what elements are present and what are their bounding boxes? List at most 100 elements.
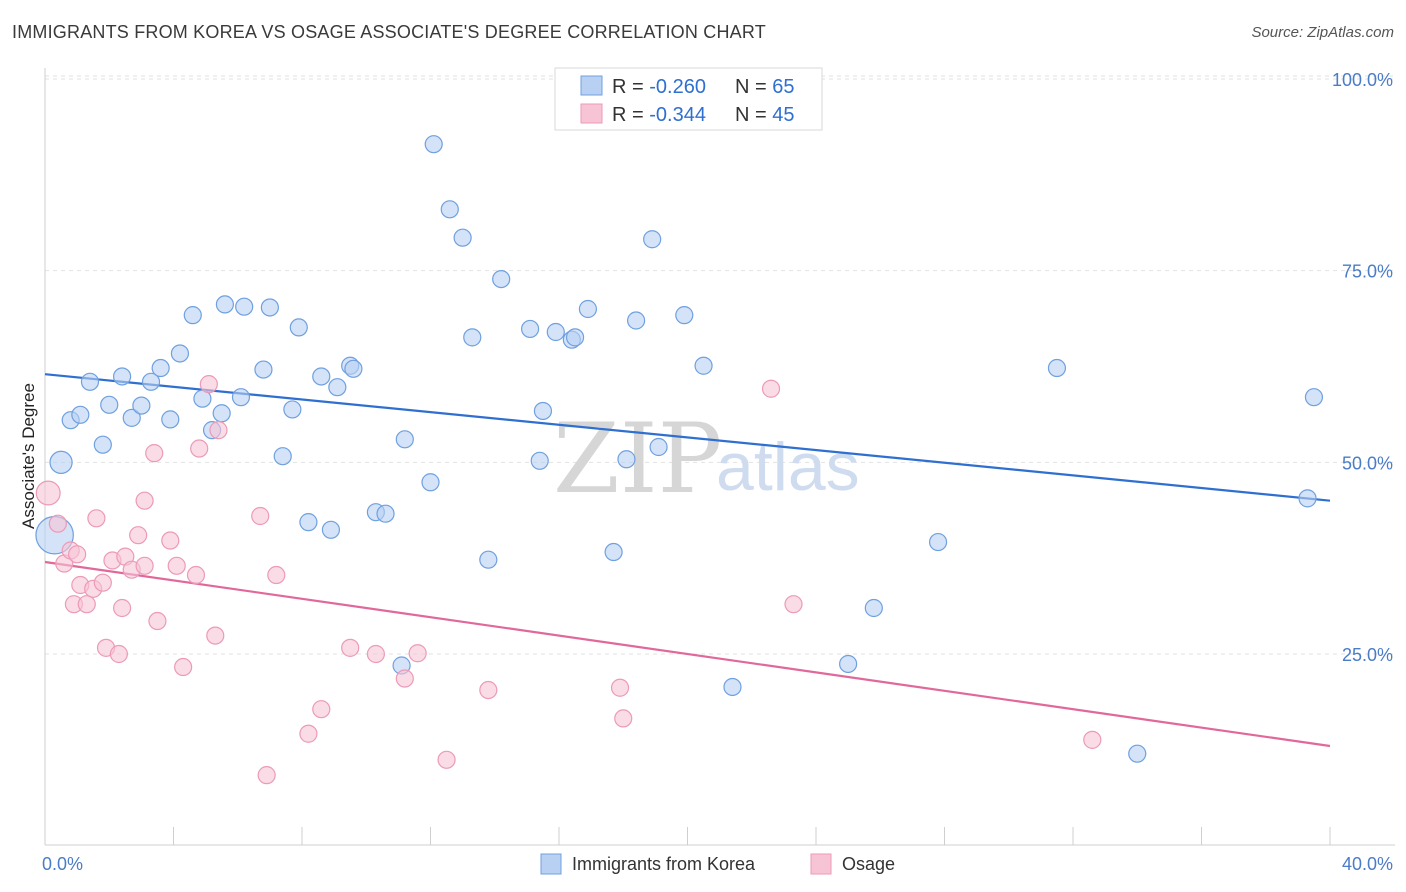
point-korea-52 — [626, 311, 646, 330]
point-korea-24 — [283, 400, 302, 419]
point-korea-57 — [723, 677, 742, 697]
point-osage-25 — [186, 565, 206, 585]
point-korea-34 — [395, 430, 414, 449]
legend-n-value-osage: 45 — [772, 104, 794, 126]
series-legend-swatch-osage — [810, 853, 832, 875]
point-korea-31 — [344, 359, 363, 378]
point-korea-7 — [112, 367, 132, 386]
point-korea-46 — [546, 322, 565, 342]
point-osage-44 — [784, 595, 803, 614]
point-korea-41 — [479, 550, 498, 569]
point-korea-5 — [93, 435, 112, 454]
data-points — [35, 135, 1324, 785]
legend-r-value-osage: -0.344 — [649, 104, 706, 126]
point-korea-53 — [643, 230, 662, 249]
point-osage-37 — [395, 669, 414, 688]
x-tick-label-right: 40.0% — [1342, 854, 1393, 874]
point-korea-49 — [578, 299, 598, 319]
point-osage-22 — [161, 531, 180, 550]
point-osage-9 — [87, 509, 106, 528]
y-tick-label-100: 100.0% — [1332, 70, 1393, 90]
chart-source: Source: ZipAtlas.com — [1251, 24, 1394, 41]
point-korea-3 — [71, 405, 90, 424]
point-korea-62 — [1128, 744, 1147, 763]
point-osage-42 — [614, 709, 633, 728]
trend-line-osage — [44, 560, 1331, 748]
point-korea-64 — [1304, 388, 1324, 407]
point-osage-34 — [312, 700, 331, 719]
point-osage-33 — [299, 724, 318, 743]
watermark: ZIP atlas — [553, 403, 860, 515]
watermark-zip: ZIP — [553, 403, 722, 515]
point-osage-40 — [479, 680, 498, 700]
point-osage-29 — [209, 421, 228, 440]
point-osage-18 — [135, 556, 154, 575]
svg-text:R = -0.344: R = -0.344 — [612, 104, 706, 126]
point-korea-55 — [675, 306, 694, 325]
svg-text:N = 65: N = 65 — [735, 76, 795, 98]
point-korea-11 — [151, 358, 170, 378]
y-tick-label-25: 25.0% — [1342, 645, 1393, 665]
point-osage-41 — [610, 678, 630, 697]
point-osage-26 — [190, 439, 209, 458]
point-korea-17 — [212, 404, 231, 423]
point-osage-32 — [267, 565, 286, 585]
point-korea-22 — [260, 298, 279, 317]
legend-swatch-osage — [580, 103, 603, 124]
point-korea-6 — [100, 395, 119, 414]
point-osage-45 — [1083, 730, 1102, 749]
trend-line-korea — [44, 373, 1331, 502]
point-korea-4 — [80, 372, 100, 391]
point-korea-43 — [520, 319, 540, 339]
svg-text:R = -0.260: R = -0.260 — [612, 76, 706, 98]
series-legend-swatch-korea — [540, 853, 562, 875]
point-korea-28 — [321, 520, 341, 539]
point-korea-33 — [376, 504, 395, 523]
point-korea-50 — [604, 542, 623, 562]
point-osage-20 — [145, 444, 164, 463]
gridlines — [45, 75, 1395, 655]
point-korea-36 — [421, 473, 440, 492]
point-osage-23 — [167, 556, 186, 575]
watermark-atlas: atlas — [716, 429, 860, 505]
point-korea-38 — [440, 200, 459, 219]
point-korea-39 — [453, 228, 472, 247]
legend-n-value-korea: 65 — [772, 76, 794, 98]
point-korea-8 — [122, 408, 141, 427]
point-korea-29 — [328, 378, 347, 397]
legend-r-value-korea: -0.260 — [649, 76, 706, 98]
point-korea-51 — [617, 450, 636, 469]
point-osage-28 — [206, 626, 225, 645]
point-osage-19 — [135, 491, 154, 510]
point-osage-36 — [366, 644, 385, 664]
point-korea-9 — [132, 396, 151, 415]
point-korea-12 — [161, 410, 180, 429]
legend-n-label-korea: N = — [735, 76, 772, 98]
point-korea-27 — [312, 367, 331, 386]
point-korea-54 — [649, 437, 668, 457]
point-korea-13 — [170, 344, 190, 363]
point-korea-21 — [254, 360, 273, 379]
point-korea-48 — [565, 328, 585, 347]
point-korea-26 — [299, 513, 318, 532]
point-osage-24 — [174, 657, 193, 677]
point-korea-59 — [864, 598, 883, 618]
point-osage-27 — [199, 375, 218, 394]
point-korea-18 — [215, 295, 234, 314]
point-korea-56 — [694, 356, 713, 375]
x-tick-label-left: 0.0% — [42, 854, 83, 874]
point-osage-17 — [129, 526, 148, 545]
point-osage-31 — [257, 766, 276, 785]
point-korea-40 — [463, 328, 482, 347]
point-osage-13 — [109, 644, 128, 664]
point-korea-45 — [533, 401, 553, 421]
series-legend-label-osage: Osage — [842, 854, 895, 874]
point-korea-25 — [289, 318, 308, 337]
axes — [44, 68, 1395, 846]
point-osage-10 — [93, 573, 112, 592]
trend-lines — [44, 373, 1331, 748]
point-osage-35 — [341, 638, 360, 657]
series-legend-label-korea: Immigrants from Korea — [572, 854, 756, 874]
point-korea-14 — [183, 306, 202, 325]
